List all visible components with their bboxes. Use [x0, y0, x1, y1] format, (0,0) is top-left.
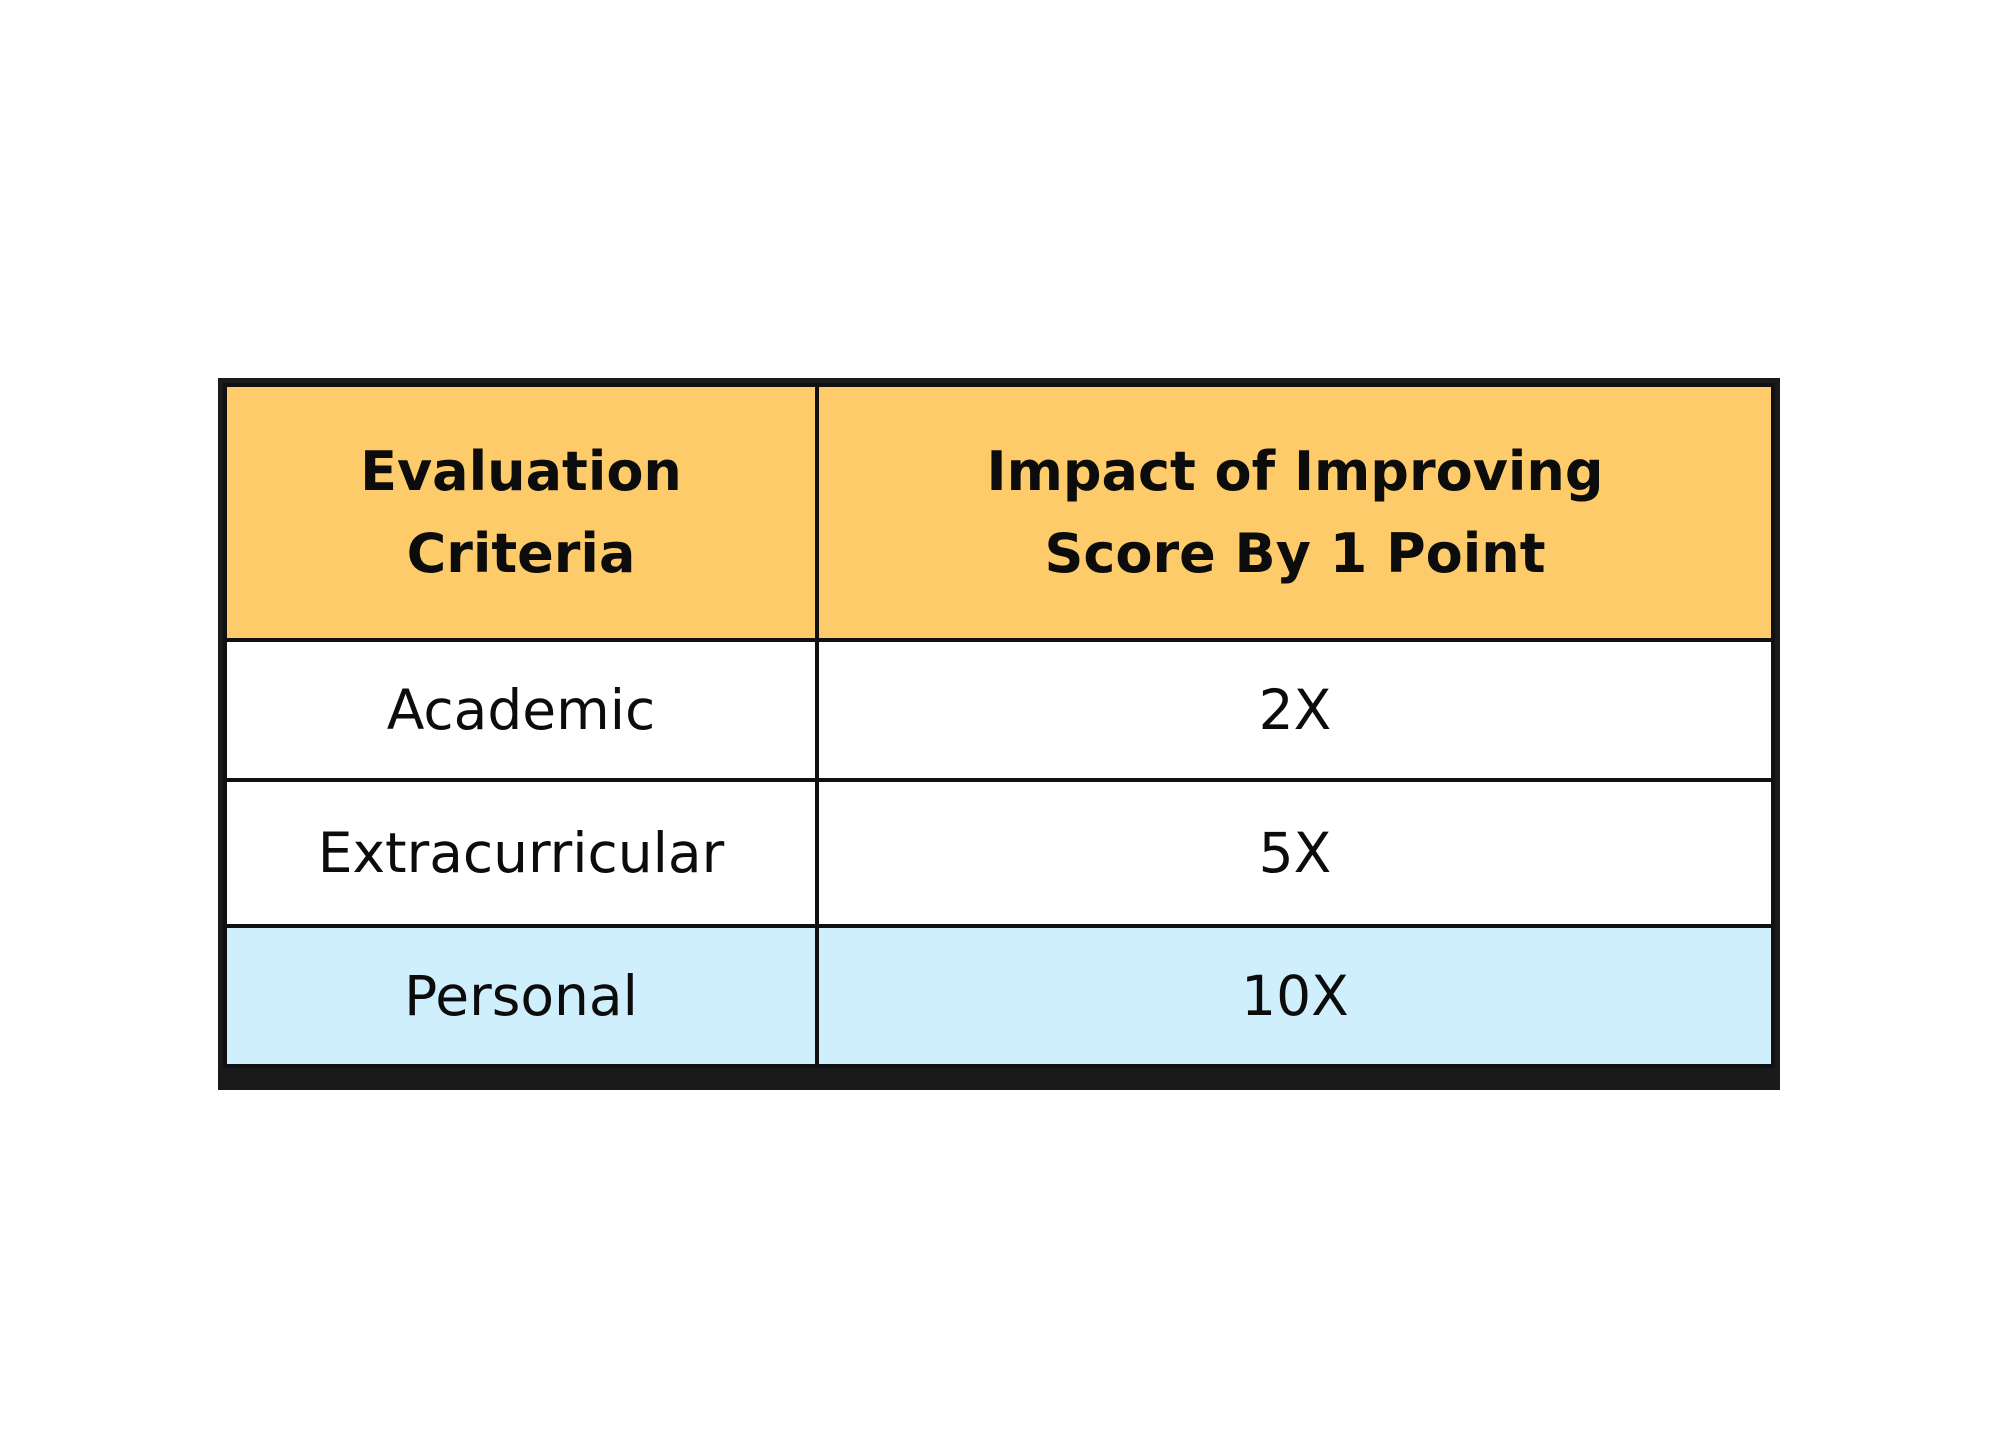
criteria-cell: Personal [223, 924, 819, 1068]
table-header-row: Evaluation Criteria Impact of Improving … [223, 383, 1775, 642]
table-row-highlighted: Personal 10X [223, 924, 1775, 1068]
table-row: Academic 2X [223, 638, 1775, 782]
criteria-cell: Academic [223, 638, 819, 782]
criteria-impact-table: Evaluation Criteria Impact of Improving … [223, 383, 1775, 1068]
impact-cell: 10X [815, 924, 1775, 1068]
header-evaluation-criteria-label: Evaluation Criteria [360, 439, 682, 585]
header-impact: Impact of Improving Score By 1 Point [815, 383, 1775, 642]
header-impact-label: Impact of Improving Score By 1 Point [986, 439, 1604, 585]
impact-cell: 5X [815, 778, 1775, 928]
criteria-table-container: Evaluation Criteria Impact of Improving … [218, 378, 1780, 1090]
criteria-cell: Extracurricular [223, 778, 819, 928]
header-evaluation-criteria: Evaluation Criteria [223, 383, 819, 642]
impact-cell: 2X [815, 638, 1775, 782]
table-row: Extracurricular 5X [223, 778, 1775, 928]
